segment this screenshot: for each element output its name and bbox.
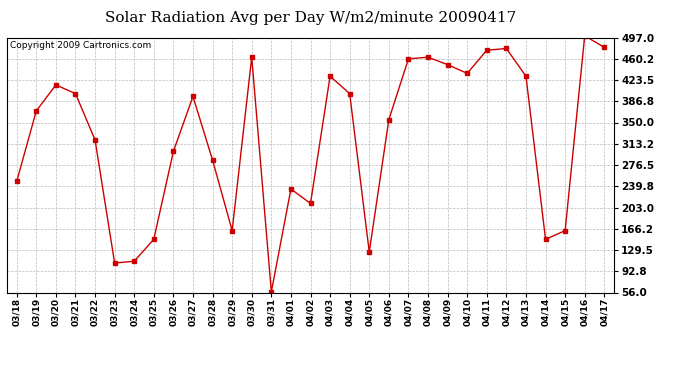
Text: Solar Radiation Avg per Day W/m2/minute 20090417: Solar Radiation Avg per Day W/m2/minute … [105,11,516,25]
Text: Copyright 2009 Cartronics.com: Copyright 2009 Cartronics.com [10,41,151,50]
